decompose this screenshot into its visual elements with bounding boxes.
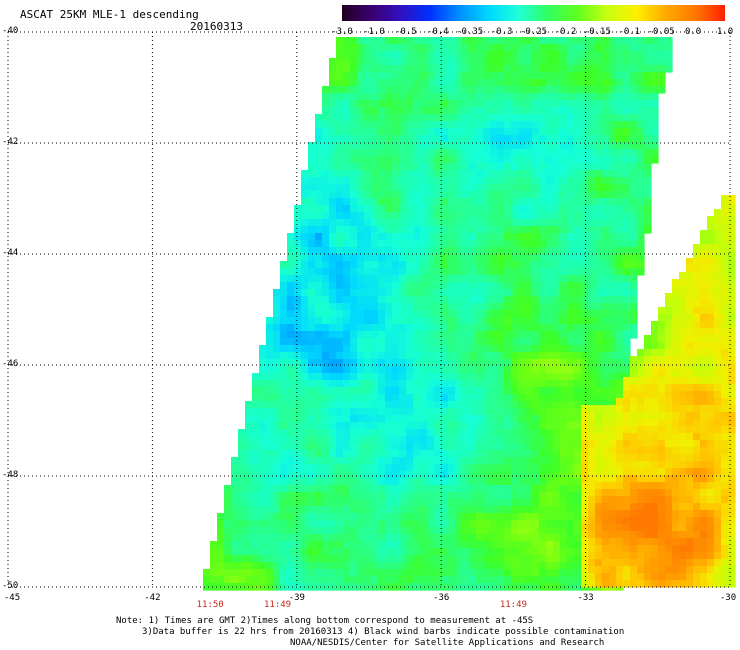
- colorbar-tick-label: -0.15: [583, 27, 611, 37]
- longitude-label: -36: [433, 593, 450, 603]
- map-date: 20160313: [190, 20, 243, 33]
- colorbar-tick-label: -0.1: [618, 27, 641, 37]
- colorbar: [342, 5, 725, 21]
- note-line-3: NOAA/NESDIS/Center for Satellite Applica…: [290, 638, 605, 648]
- colorbar-tick-label: -1.0: [363, 27, 385, 37]
- longitude-label: -39: [288, 593, 305, 603]
- colorbar-tick-label: -0.3: [490, 27, 513, 37]
- pass-time-label: 11:49: [263, 600, 292, 610]
- note-line-2: 3)Data buffer is 22 hrs from 20160313 4)…: [142, 627, 625, 637]
- latitude-label: -46: [2, 359, 19, 369]
- colorbar-tick-label: 0.0: [684, 27, 702, 37]
- colorbar-tick-label: -0.4: [426, 27, 449, 37]
- latitude-label: -40: [2, 26, 19, 36]
- map-grid: [7, 31, 731, 588]
- longitude-label: -45: [3, 593, 21, 603]
- longitude-label: -33: [577, 593, 594, 603]
- colorbar-tick-label: -0.35: [456, 27, 484, 37]
- colorbar-tick-label: -0.5: [394, 27, 417, 37]
- colorbar-tick-label: -3.0: [331, 27, 353, 37]
- pass-time-label: 11:50: [196, 600, 224, 610]
- wind-field: [203, 37, 736, 591]
- longitude-label: -30: [719, 593, 737, 603]
- latitude-label: -50: [2, 581, 19, 591]
- note-line-1: Note: 1) Times are GMT 2)Times along bot…: [116, 616, 534, 626]
- latitude-label: -48: [2, 470, 19, 480]
- map-title: ASCAT 25KM MLE-1 descending: [20, 8, 199, 21]
- longitude-label: -42: [144, 593, 161, 603]
- colorbar-tick-label: -0.05: [647, 27, 675, 37]
- latitude-label: -44: [2, 248, 19, 258]
- colorbar-tick-label: -0.2: [554, 27, 577, 37]
- pass-time-label: 11:49: [499, 600, 527, 610]
- colorbar-tick-label: -0.25: [519, 27, 548, 37]
- latitude-label: -42: [2, 137, 19, 147]
